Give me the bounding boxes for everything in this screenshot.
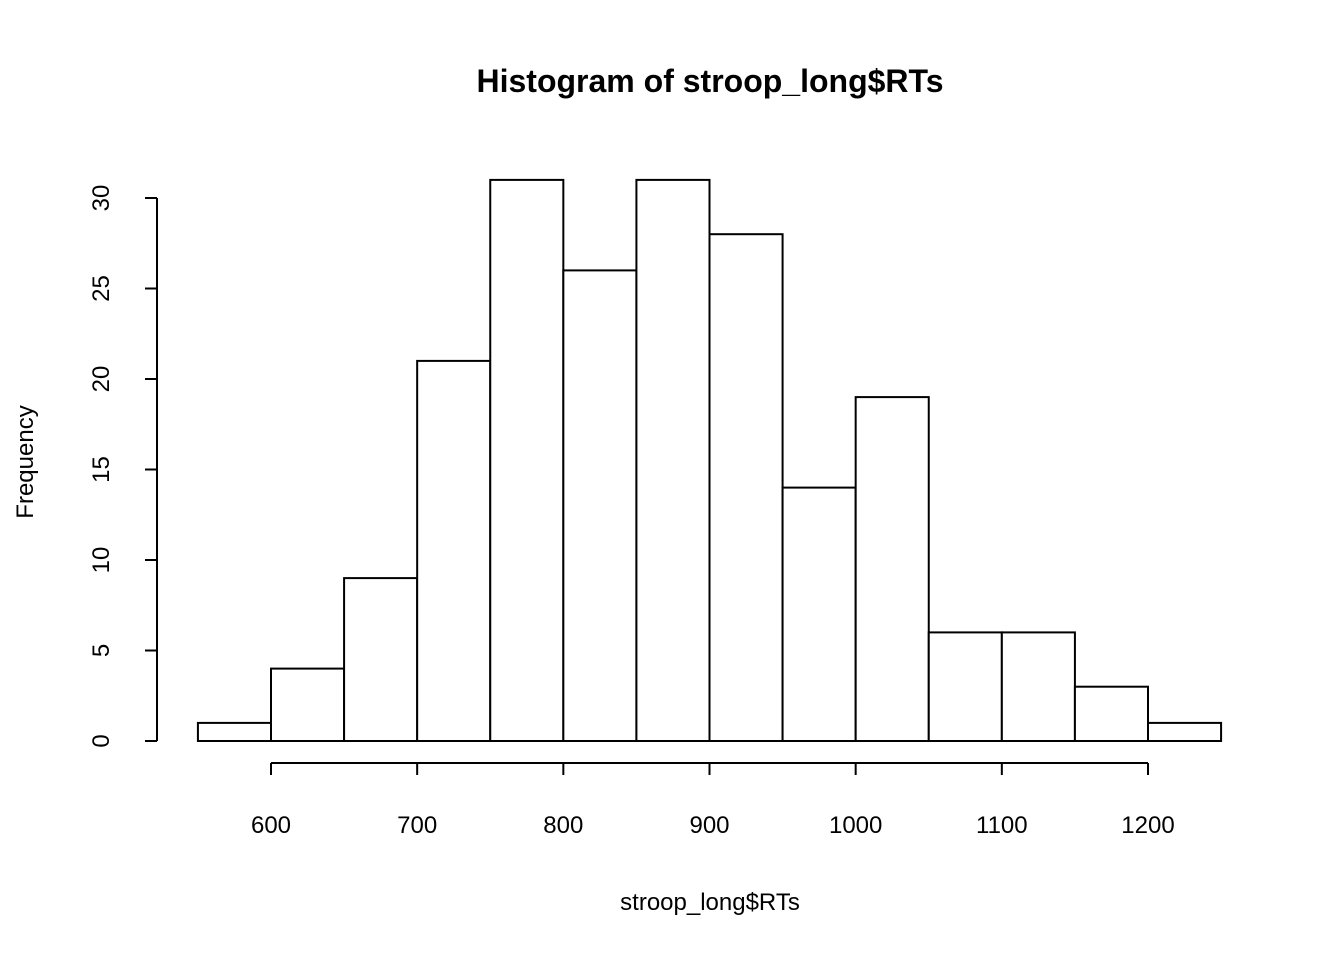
histogram-bar [416,359,492,742]
y-tick-label: 0 [88,734,115,747]
bars-group [196,178,1223,743]
histogram-bar [708,233,784,742]
y-axis: 0 5 10 15 20 25 30 [88,185,158,748]
histogram-bar [781,486,857,742]
histogram-bar [196,721,273,743]
y-tick-label: 30 [88,185,115,212]
x-tick-label: 1000 [829,812,882,839]
x-tick-label: 600 [251,812,291,839]
histogram-bar [1000,631,1076,743]
x-tick-label: 1200 [1121,812,1174,839]
histogram-bar [1147,721,1223,743]
x-tick-label: 800 [543,812,583,839]
x-axis-label: stroop_long$RTs [620,889,800,916]
histogram-bar [854,396,930,742]
histogram-bar [343,577,419,742]
y-tick-label: 25 [88,275,115,302]
histogram-bar [635,178,711,742]
x-tick-label: 1100 [976,812,1028,839]
histogram-bar [927,631,1003,743]
y-tick-label: 10 [88,547,115,574]
histogram-bar [489,178,565,742]
histogram-bar [562,269,638,742]
histogram-bar [270,667,346,742]
x-tick-label: 900 [689,812,729,839]
x-tick-label: 700 [397,812,437,839]
y-tick-label: 15 [88,456,115,483]
histogram-bar [1073,685,1149,743]
y-tick-label: 20 [88,366,115,393]
x-axis: 600 700 800 900 1000 1100 1200 [251,762,1175,839]
y-tick-label: 5 [88,644,115,657]
chart-title: Histogram of stroop_long$RTs [477,63,944,99]
y-axis-label: Frequency [12,405,39,518]
